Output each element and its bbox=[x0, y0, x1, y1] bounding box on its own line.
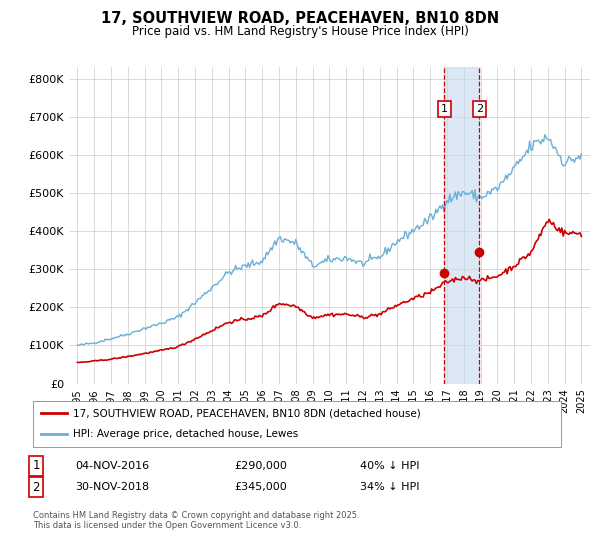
Text: 17, SOUTHVIEW ROAD, PEACEHAVEN, BN10 8DN (detached house): 17, SOUTHVIEW ROAD, PEACEHAVEN, BN10 8DN… bbox=[73, 408, 421, 418]
Text: HPI: Average price, detached house, Lewes: HPI: Average price, detached house, Lewe… bbox=[73, 430, 298, 440]
Bar bbox=[445, 67, 479, 384]
Text: 17, SOUTHVIEW ROAD, PEACEHAVEN, BN10 8DN: 17, SOUTHVIEW ROAD, PEACEHAVEN, BN10 8DN bbox=[101, 11, 499, 26]
Text: 30-NOV-2018: 30-NOV-2018 bbox=[75, 482, 149, 492]
Text: 04-NOV-2016: 04-NOV-2016 bbox=[75, 461, 149, 471]
Text: £345,000: £345,000 bbox=[234, 482, 287, 492]
Text: 40% ↓ HPI: 40% ↓ HPI bbox=[360, 461, 419, 471]
Text: Contains HM Land Registry data © Crown copyright and database right 2025.
This d: Contains HM Land Registry data © Crown c… bbox=[33, 511, 359, 530]
Text: 2: 2 bbox=[32, 480, 40, 494]
Text: 34% ↓ HPI: 34% ↓ HPI bbox=[360, 482, 419, 492]
Text: £290,000: £290,000 bbox=[234, 461, 287, 471]
Text: 2: 2 bbox=[476, 104, 483, 114]
Text: 1: 1 bbox=[441, 104, 448, 114]
Text: Price paid vs. HM Land Registry's House Price Index (HPI): Price paid vs. HM Land Registry's House … bbox=[131, 25, 469, 38]
Text: 1: 1 bbox=[32, 459, 40, 473]
